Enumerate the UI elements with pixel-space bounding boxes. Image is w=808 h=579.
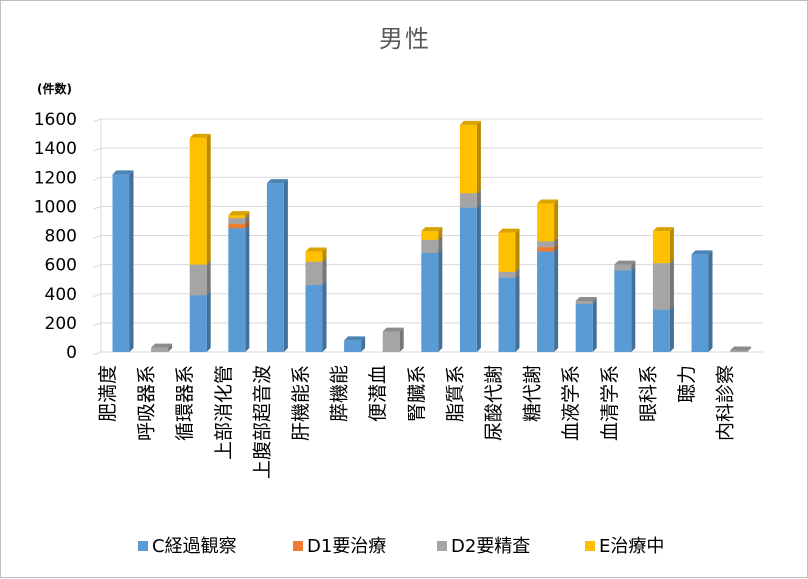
- legend-item: D2要精査: [437, 536, 530, 557]
- x-tick-label: 上腹部超音波: [251, 365, 273, 479]
- bar-segment: [537, 247, 559, 352]
- x-axis-ticks: 肥満度 呼吸器系 循環器系 上部消化管 上腹部超音波 肝機能系 膵機能 便潜血 腎臓系 脂質系 尿酸…: [97, 365, 737, 479]
- y-tick-label: 1600: [34, 110, 77, 130]
- bar-segment: [652, 305, 674, 352]
- bar-segment: [228, 224, 250, 352]
- legend-swatch: [138, 541, 148, 551]
- legend-item: C経過観察: [138, 536, 237, 557]
- bar-segment: [151, 343, 173, 352]
- x-tick-label: 糖代謝: [522, 365, 544, 422]
- bar-segment: [344, 336, 366, 352]
- x-tick-label: 血清学系: [599, 365, 621, 441]
- x-tick-label: 血液学系: [560, 365, 582, 441]
- bar-segment: [614, 266, 636, 352]
- bar-segment: [228, 211, 250, 219]
- bar-segment: [421, 227, 443, 240]
- bar-segment: [498, 273, 520, 352]
- legend-label: D2要精査: [451, 536, 530, 557]
- x-tick-label: 循環器系: [174, 365, 196, 441]
- bar-segment: [266, 179, 288, 352]
- bar-segment: [498, 228, 520, 272]
- legend-swatch: [293, 541, 303, 551]
- y-tick-label: 0: [66, 343, 77, 363]
- y-tick-label: 1200: [34, 168, 77, 188]
- bar-segment: [614, 260, 636, 271]
- x-tick-label: 呼吸器系: [136, 365, 158, 441]
- legend-label: D1要治療: [307, 536, 386, 557]
- y-tick-label: 600: [45, 256, 77, 276]
- x-tick-label: 便潜血: [367, 365, 389, 422]
- y-axis-ticks: 0 200 400 600 800 1000 1200 1400 1600: [34, 110, 77, 363]
- y-tick-label: 1000: [34, 197, 77, 217]
- legend-item: D1要治療: [293, 536, 386, 557]
- bar-segment: [189, 291, 211, 352]
- bars: [112, 120, 752, 352]
- x-tick-label: 上部消化管: [213, 365, 235, 460]
- y-tick-label: 200: [45, 314, 77, 334]
- legend-swatch: [437, 541, 447, 551]
- legend-label: C経過観察: [152, 536, 237, 557]
- y-axis-unit-label: (件数): [37, 81, 72, 96]
- bar-segment: [575, 297, 597, 304]
- bar-segment: [305, 247, 327, 262]
- bar-segment: [305, 257, 327, 286]
- bar-segment: [652, 227, 674, 264]
- bar-segment: [189, 133, 211, 265]
- x-tick-label: 膵機能: [329, 365, 351, 422]
- x-tick-label: 尿酸代謝: [483, 365, 505, 441]
- bar-segment: [730, 346, 752, 352]
- x-tick-label: 肝機能系: [290, 365, 312, 441]
- bar-segment: [382, 327, 404, 352]
- y-tick-label: 1400: [34, 139, 77, 159]
- bar-segment: [421, 248, 443, 352]
- legend-item: E治療中: [585, 536, 664, 557]
- y-tick-label: 400: [45, 285, 77, 305]
- legend: C経過観察 D1要治療 D2要精査 E治療中: [138, 536, 664, 557]
- bar-segment: [652, 259, 674, 310]
- bar-segment: [459, 203, 481, 352]
- legend-swatch: [585, 541, 595, 551]
- bar-segment: [189, 260, 211, 296]
- bar-segment: [112, 170, 134, 352]
- x-tick-label: 聴力: [676, 365, 698, 403]
- bar-segment: [537, 199, 559, 242]
- x-tick-label: 眼科系: [637, 365, 659, 422]
- bar-segment: [575, 299, 597, 352]
- bar-segment: [459, 120, 481, 194]
- chart-title: 男性: [379, 25, 431, 53]
- x-tick-label: 内科診察: [715, 365, 737, 441]
- legend-label: E治療中: [599, 536, 664, 557]
- bar-segment: [691, 250, 713, 352]
- y-tick-label: 800: [45, 227, 77, 247]
- bar-segment: [305, 281, 327, 352]
- x-tick-label: 腎臓系: [406, 365, 428, 422]
- x-tick-label: 脂質系: [444, 365, 466, 422]
- x-tick-label: 肥満度: [97, 365, 119, 422]
